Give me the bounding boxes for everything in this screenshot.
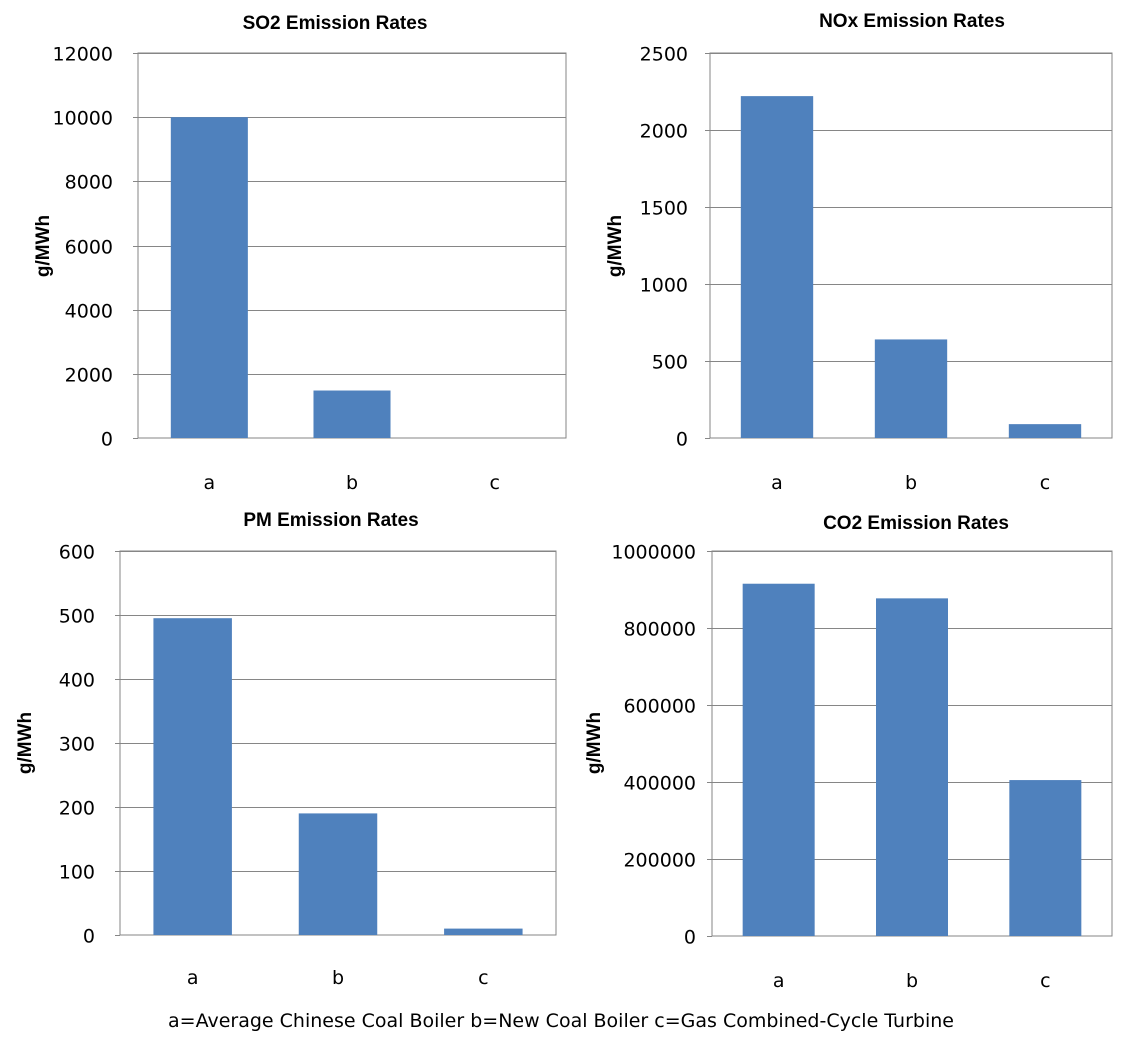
y-axis-label: g/MWh (584, 712, 605, 774)
y-tick-label: 1500 (640, 198, 688, 220)
category-legend-footnote: a=Average Chinese Coal Boiler b=New Coal… (168, 1010, 954, 1032)
x-category-label: b (346, 472, 358, 494)
bar-a (170, 117, 248, 439)
bar-c (1009, 780, 1082, 936)
y-tick-label: 100 (59, 862, 95, 884)
y-tick-label: 8000 (65, 172, 113, 194)
x-category-label: a (771, 472, 783, 494)
bar-b (876, 598, 948, 936)
y-tick-label: 10000 (53, 108, 113, 130)
y-tick-label: 300 (59, 734, 95, 756)
x-category-label: b (905, 472, 917, 494)
x-category-label: b (906, 970, 918, 992)
x-category-label: b (332, 967, 344, 989)
x-category-label: c (478, 967, 488, 989)
bar-c (1008, 424, 1082, 438)
x-category-label: a (204, 472, 216, 494)
x-category-label: c (1040, 472, 1050, 494)
nox-chart: NOx Emission Rates g/MWh 0 500 1000 1500 200… (605, 11, 1113, 494)
y-tick-label: 600 (59, 542, 95, 564)
y-tick-label: 500 (652, 352, 688, 374)
chart-title: SO2 Emission Rates (243, 13, 428, 34)
bar-c (444, 928, 523, 935)
y-tick-label: 0 (101, 429, 113, 451)
pm-chart: PM Emission Rates g/MWh 0 100 200 300 400 500… (15, 510, 557, 989)
bar-b (298, 813, 378, 935)
x-category-label: c (489, 472, 499, 494)
y-tick-label: 600000 (623, 696, 696, 718)
y-tick-label: 2000 (640, 121, 688, 143)
y-tick-label: 12000 (53, 44, 113, 66)
y-tick-label: 500 (59, 606, 95, 628)
so2-chart: SO2 Emission Rates g/MWh 0 2000 4000 6000 80… (33, 13, 567, 494)
chart-title: PM Emission Rates (243, 510, 418, 531)
co2-chart: CO2 Emission Rates g/MWh 0 200000 400000 60… (584, 513, 1113, 992)
y-tick-label: 4000 (65, 301, 113, 323)
y-tick-label: 0 (83, 926, 95, 948)
y-tick-label: 1000000 (611, 542, 696, 564)
bar-a (742, 583, 815, 936)
bar-b (313, 390, 391, 438)
y-tick-label: 0 (684, 927, 696, 949)
chart-title: CO2 Emission Rates (823, 513, 1009, 534)
y-axis-label: g/MWh (15, 712, 36, 774)
x-category-label: c (1040, 970, 1050, 992)
y-tick-label: 800000 (623, 619, 696, 641)
y-tick-label: 0 (676, 429, 688, 451)
y-tick-label: 2500 (640, 44, 688, 66)
y-tick-label: 6000 (65, 237, 113, 259)
y-tick-label: 2000 (65, 365, 113, 387)
y-tick-label: 400000 (623, 773, 696, 795)
y-tick-label: 200 (59, 798, 95, 820)
bar-b (874, 339, 948, 438)
x-category-label: a (773, 970, 785, 992)
y-tick-label: 200000 (623, 850, 696, 872)
y-tick-label: 400 (59, 670, 95, 692)
y-axis-label: g/MWh (33, 215, 54, 277)
y-axis-label: g/MWh (605, 215, 626, 277)
chart-title: NOx Emission Rates (819, 11, 1005, 32)
bar-a (740, 96, 814, 439)
x-category-label: a (187, 967, 199, 989)
y-tick-label: 1000 (640, 275, 688, 297)
bar-a (153, 618, 232, 935)
